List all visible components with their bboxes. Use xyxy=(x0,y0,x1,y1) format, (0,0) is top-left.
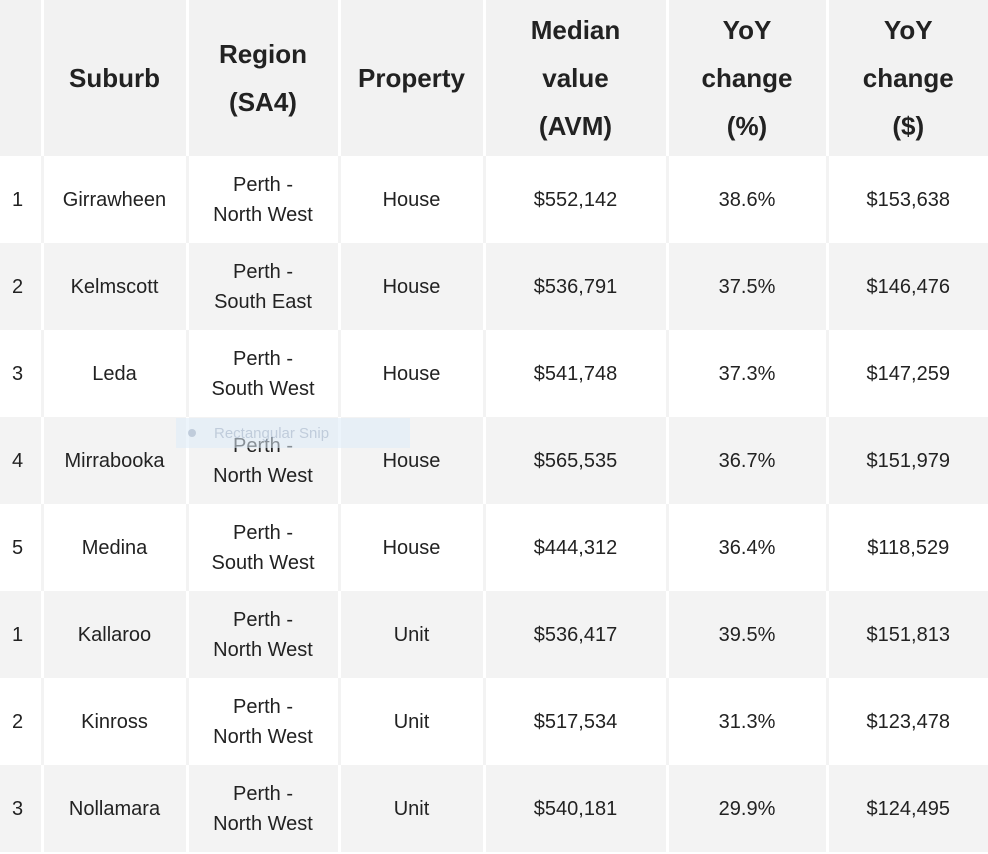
table-row: 1 Girrawheen Perth - North West House $552,1… xyxy=(0,156,988,243)
cell-suburb: Mirrabooka xyxy=(42,417,189,504)
rectangular-snip-overlay: Rectangular Snip xyxy=(176,418,410,448)
header-yoy-percent: YoY change (%) xyxy=(667,0,829,156)
cell-rank: 1 xyxy=(0,156,44,243)
cell-property: House xyxy=(339,156,486,243)
cell-suburb: Kallaroo xyxy=(42,591,189,678)
cell-suburb: Nollamara xyxy=(42,765,189,852)
header-rank xyxy=(0,0,44,156)
cell-rank: 2 xyxy=(0,678,44,765)
cell-suburb: Medina xyxy=(42,504,189,591)
cell-region: Perth - North West xyxy=(187,678,341,765)
cell-region: Perth - South East xyxy=(187,243,341,330)
table-row: 3 Nollamara Perth - North West Unit $540,181… xyxy=(0,765,988,852)
cell-median: $536,791 xyxy=(484,243,669,330)
cell-rank: 5 xyxy=(0,504,44,591)
cell-yoy-dollar: $146,476 xyxy=(827,243,988,330)
cell-median: $541,748 xyxy=(484,330,669,417)
snip-icon xyxy=(188,429,196,437)
cell-yoy-dollar: $147,259 xyxy=(827,330,988,417)
header-median-value: Median value (AVM) xyxy=(484,0,669,156)
table-row: 2 Kelmscott Perth - South East House $536,79… xyxy=(0,243,988,330)
cell-property: Unit xyxy=(339,678,486,765)
cell-yoy-pct: 38.6% xyxy=(667,156,829,243)
table-row: 4MirrabookaPerth - North WestHouse$565,5… xyxy=(0,417,988,504)
cell-region: Perth - South West xyxy=(187,504,341,591)
cell-median: $565,535 xyxy=(484,417,669,504)
cell-property: House xyxy=(339,504,486,591)
cell-yoy-pct: 37.5% xyxy=(667,243,829,330)
cell-median: $517,534 xyxy=(484,678,669,765)
cell-rank: 3 xyxy=(0,765,44,852)
table-row: 1 Kallaroo Perth - North West Unit $536,417 3… xyxy=(0,591,988,678)
cell-yoy-pct: 36.4% xyxy=(667,504,829,591)
cell-yoy-pct: 39.5% xyxy=(667,591,829,678)
cell-yoy-dollar: $123,478 xyxy=(827,678,988,765)
cell-region: Perth - North West xyxy=(187,765,341,852)
cell-suburb: Girrawheen xyxy=(42,156,189,243)
cell-yoy-pct: 31.3% xyxy=(667,678,829,765)
cell-property: Unit xyxy=(339,591,486,678)
cell-property: House xyxy=(339,243,486,330)
snip-label: Rectangular Snip xyxy=(214,424,330,442)
cell-rank: 2 xyxy=(0,243,44,330)
cell-median: $540,181 xyxy=(484,765,669,852)
cell-median: $444,312 xyxy=(484,504,669,591)
cell-rank: 4 xyxy=(0,417,44,504)
header-suburb: Suburb xyxy=(42,0,189,156)
cell-property: Unit xyxy=(339,765,486,852)
cell-yoy-pct: 36.7% xyxy=(667,417,829,504)
cell-rank: 3 xyxy=(0,330,44,417)
table-row: 5 Medina Perth - South West House $444,312 36… xyxy=(0,504,988,591)
table-row: 3 Leda Perth - South West House $541,748 37.3… xyxy=(0,330,988,417)
cell-yoy-dollar: $151,813 xyxy=(827,591,988,678)
cell-region: Perth - South West xyxy=(187,330,341,417)
cell-suburb: Leda xyxy=(42,330,189,417)
cell-yoy-dollar: $124,495 xyxy=(827,765,988,852)
cell-yoy-dollar: $153,638 xyxy=(827,156,988,243)
header-property: Property xyxy=(339,0,486,156)
header-yoy-dollar: YoY change ($) xyxy=(827,0,988,156)
table-row: 2 Kinross Perth - North West Unit $517,534 31… xyxy=(0,678,988,765)
cell-yoy-pct: 37.3% xyxy=(667,330,829,417)
cell-suburb: Kelmscott xyxy=(42,243,189,330)
cell-suburb: Kinross xyxy=(42,678,189,765)
cell-median: $552,142 xyxy=(484,156,669,243)
header-row: Suburb Region (SA4) Property Median valu… xyxy=(0,0,988,156)
header-region: Region (SA4) xyxy=(187,0,341,156)
cell-median: $536,417 xyxy=(484,591,669,678)
cell-property: House xyxy=(339,330,486,417)
cell-rank: 1 xyxy=(0,591,44,678)
cell-yoy-pct: 29.9% xyxy=(667,765,829,852)
cell-region: Perth - North West xyxy=(187,156,341,243)
cell-region: Perth - North West xyxy=(187,591,341,678)
cell-yoy-dollar: $151,979 xyxy=(827,417,988,504)
cell-yoy-dollar: $118,529 xyxy=(827,504,988,591)
